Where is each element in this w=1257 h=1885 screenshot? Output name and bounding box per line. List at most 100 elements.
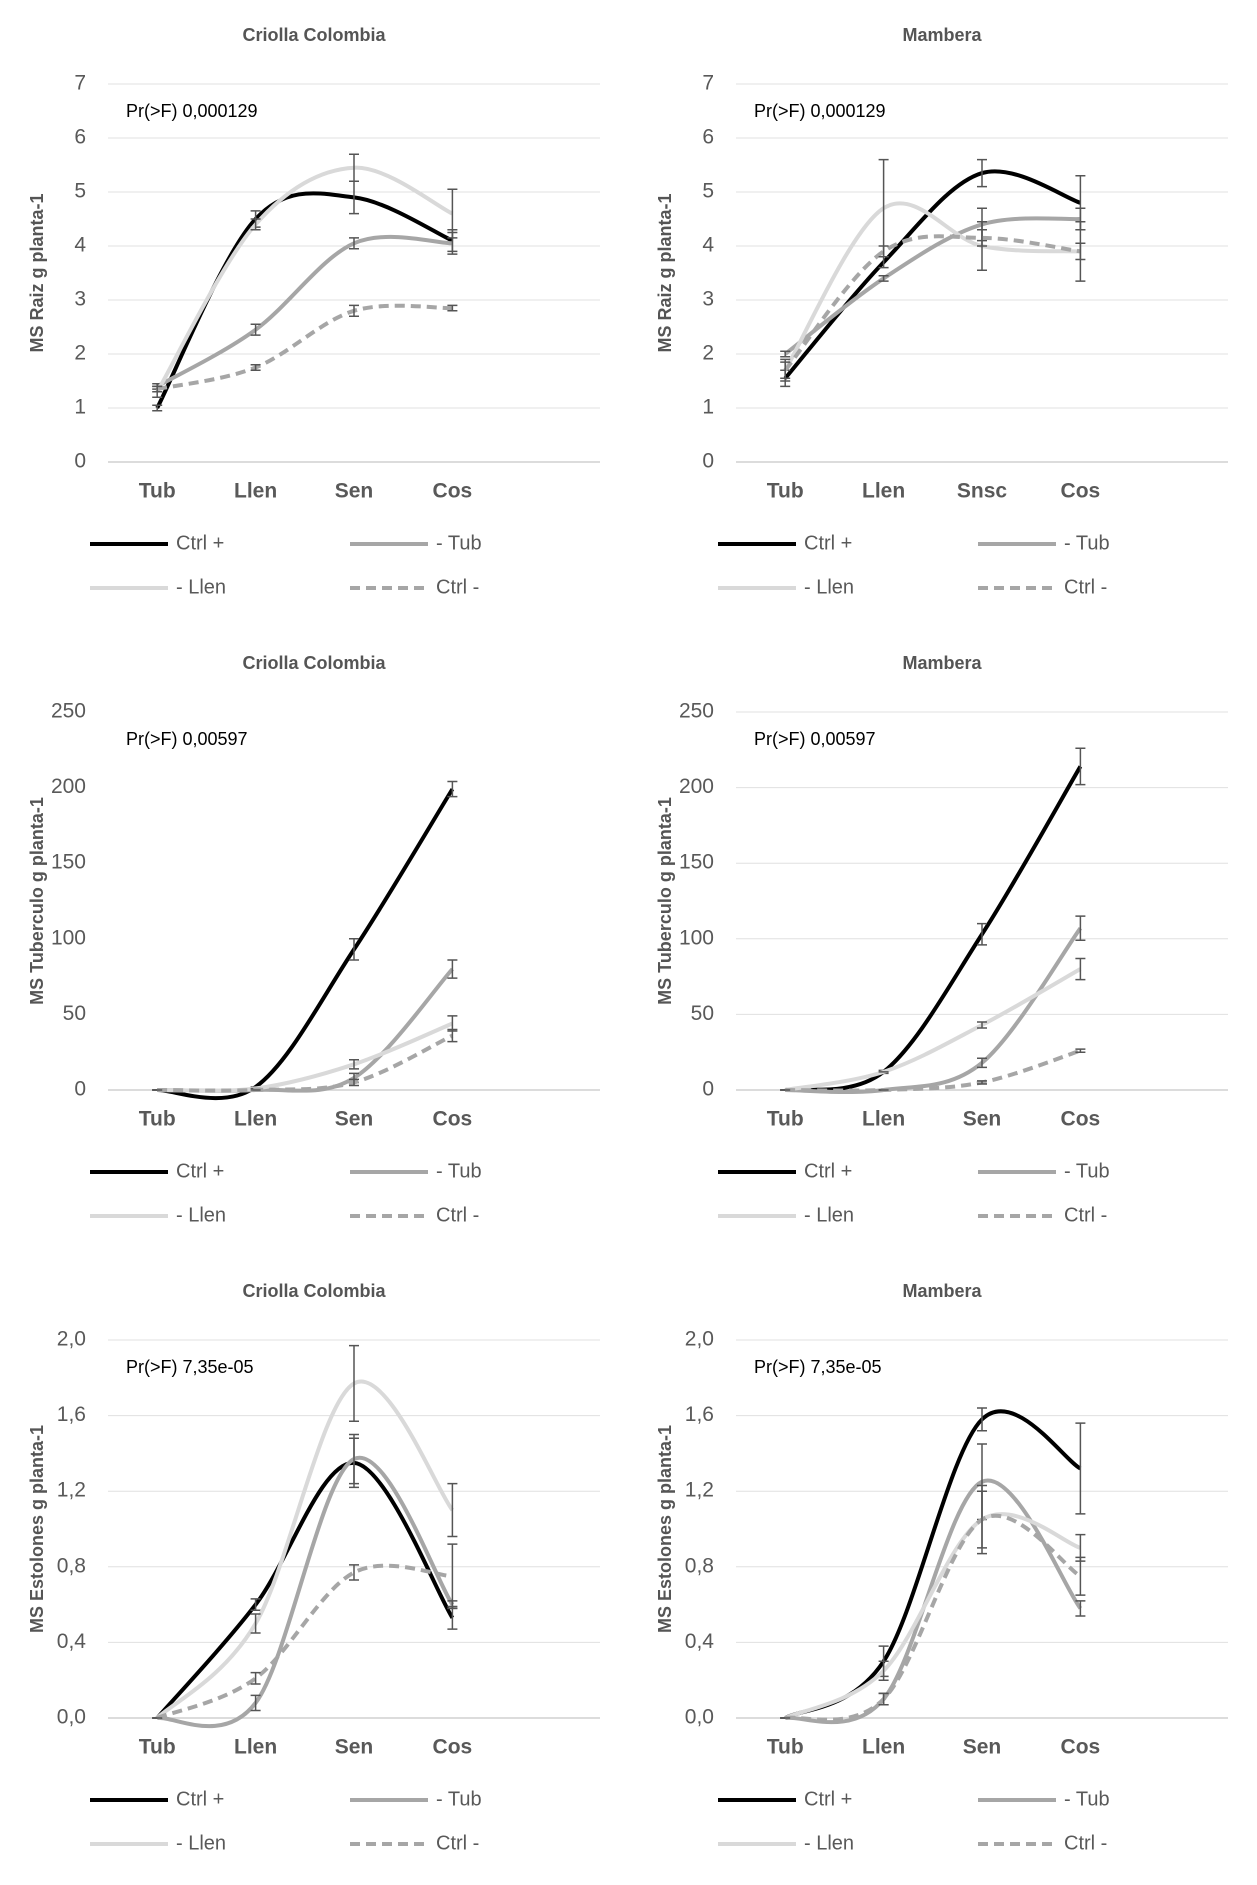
error-bar [977,1490,987,1549]
legend-label: - Tub [1064,1788,1110,1810]
legend-label: - Llen [176,1204,226,1226]
x-tick-label: Sen [335,1736,374,1759]
y-tick-label: 2,0 [685,1328,714,1351]
error-bar [878,245,889,258]
error-bar [447,188,458,239]
legend-label: - Llen [804,1832,854,1854]
error-bar [349,1059,359,1070]
y-tick-label: 250 [51,700,86,723]
series-line [784,1512,1082,1720]
series-line [157,1033,454,1093]
legend-label: - Tub [436,1788,482,1810]
series-line [156,234,453,389]
legend-label: Ctrl - [436,576,479,598]
chart-title: Mambera [902,1281,982,1301]
series-line [784,1409,1082,1720]
y-tick-label: 250 [679,700,714,723]
y-tick-label: 0,8 [685,1554,714,1577]
chart-title: Mambera [902,25,982,45]
y-tick-label: 0,0 [685,1706,714,1729]
chart-title: Criolla Colombia [242,1281,386,1301]
y-tick-label: 3 [702,288,714,311]
error-bar [780,350,791,358]
x-tick-label: Llen [234,480,277,503]
chart-panel: Criolla Colombia MS Raiz g planta-1 0 1 2 3 4 5… [27,25,600,598]
y-tick-label: 2 [702,342,714,365]
error-bar [349,1433,359,1485]
series-line [155,191,454,409]
y-tick-label: 150 [51,851,86,874]
y-axis-label: MS Raiz g planta-1 [655,193,675,352]
error-bar [250,218,261,231]
legend-label: Ctrl - [1064,1832,1107,1854]
chart-panel: Mambera MS Raiz g planta-1 0 1 2 3 4 5 6 7 Tub Llen… [655,25,1228,598]
legend-label: - Tub [436,1160,482,1182]
y-tick-label: 6 [74,126,86,149]
x-tick-label: Cos [1061,480,1101,503]
legend-label: - Tub [1064,532,1110,554]
error-bar [1075,915,1086,942]
legend-label: - Llen [804,1204,854,1226]
x-tick-label: Cos [433,480,473,503]
error-bar [1075,747,1086,786]
annotation: Pr(>F) 0,00597 [754,729,876,749]
error-bar [349,938,359,961]
x-tick-label: Llen [862,1108,905,1131]
series-line [783,169,1082,380]
y-axis-label: MS Estolones g planta-1 [655,1425,675,1633]
y-tick-label: 1,2 [57,1479,86,1502]
error-bar [1075,1422,1086,1515]
legend-label: Ctrl + [804,1160,852,1182]
legend-label: - Llen [176,576,226,598]
x-tick-label: Tub [767,1736,804,1759]
legend-label: - Tub [436,532,482,554]
x-tick-label: Llen [862,1736,905,1759]
error-bar [349,1344,359,1423]
series-line [155,1379,455,1720]
error-bar [349,304,359,317]
x-tick-label: Llen [234,1108,277,1131]
error-bar [977,229,987,247]
y-tick-label: 2 [74,342,86,365]
y-tick-label: 0 [74,1078,86,1101]
x-tick-label: Cos [1061,1736,1101,1759]
error-bar [250,1694,261,1712]
legend-label: Ctrl + [176,1788,224,1810]
legend-label: Ctrl - [1064,576,1107,598]
y-tick-label: 150 [679,851,714,874]
chart-panel: Criolla Colombia MS Tuberculo g planta-1 0… [27,653,600,1226]
error-bar [447,304,458,312]
y-tick-label: 6 [702,126,714,149]
error-bar [1075,1048,1086,1053]
annotation: Pr(>F) 0,00597 [126,729,248,749]
y-tick-label: 0 [702,1078,714,1101]
x-tick-label: Sen [963,1108,1002,1131]
x-tick-label: Cos [433,1108,473,1131]
error-bar [250,1598,261,1612]
x-tick-label: Llen [234,1736,277,1759]
error-bar [349,237,359,250]
series-line [783,201,1081,372]
error-bar [447,1482,458,1538]
y-tick-label: 1,2 [685,1479,714,1502]
x-tick-label: Tub [767,1108,804,1131]
chart-panel: Mambera MS Tuberculo g planta-1 0 50 100 150 2… [655,653,1228,1226]
y-tick-label: 200 [51,775,86,798]
x-tick-label: Cos [433,1736,473,1759]
error-bar [977,1057,987,1069]
error-bar [250,323,261,336]
y-tick-label: 0 [702,450,714,473]
y-tick-label: 50 [691,1002,714,1025]
error-bar [349,1564,359,1581]
error-bar [977,1080,987,1085]
legend-label: Ctrl - [436,1204,479,1226]
error-bar [1075,1600,1086,1617]
error-bar [780,361,791,380]
error-bar [250,1613,261,1634]
error-bar [447,780,458,798]
annotation: Pr(>F) 0,000129 [126,101,258,121]
legend-label: Ctrl - [436,1832,479,1854]
x-tick-label: Snsc [957,480,1008,503]
y-axis-label: MS Tuberculo g planta-1 [27,797,47,1005]
legend-label: Ctrl + [176,532,224,554]
